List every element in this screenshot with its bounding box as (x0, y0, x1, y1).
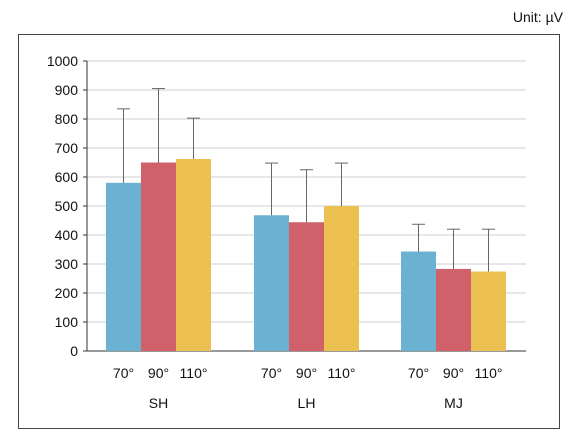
group-label: SH (149, 395, 168, 411)
x-tick-label: 70° (408, 365, 429, 381)
group-label: MJ (444, 395, 463, 411)
chart-frame (18, 34, 560, 429)
bar (254, 215, 289, 351)
x-tick-label: 70° (261, 365, 282, 381)
x-tick-label: 70° (113, 365, 134, 381)
x-tick-label: 90° (296, 365, 317, 381)
group-label: LH (298, 395, 316, 411)
bar (436, 268, 471, 351)
y-tick-label: 300 (55, 256, 79, 272)
bar (471, 271, 506, 351)
x-tick-label: 110° (328, 365, 356, 381)
y-tick-label: 400 (55, 227, 79, 243)
y-tick-label: 600 (55, 169, 79, 185)
bar (176, 159, 211, 351)
x-tick-label: 110° (180, 365, 208, 381)
bar (401, 251, 436, 351)
x-tick-label: 110° (475, 365, 503, 381)
bar (324, 206, 359, 351)
bar (106, 182, 141, 351)
y-tick-label: 500 (55, 198, 79, 214)
y-tick-label: 700 (55, 140, 79, 156)
y-tick-label: 100 (55, 314, 79, 330)
y-tick-label: 900 (55, 82, 79, 98)
y-tick-label: 800 (55, 111, 79, 127)
x-tick-label: 90° (443, 365, 464, 381)
y-tick-label: 200 (55, 285, 79, 301)
bar (289, 222, 324, 351)
y-tick-label: 1000 (47, 53, 78, 69)
y-tick-label: 0 (70, 343, 78, 359)
x-tick-label: 90° (148, 365, 169, 381)
unit-label: Unit: µV (512, 9, 563, 25)
bar (141, 162, 176, 351)
